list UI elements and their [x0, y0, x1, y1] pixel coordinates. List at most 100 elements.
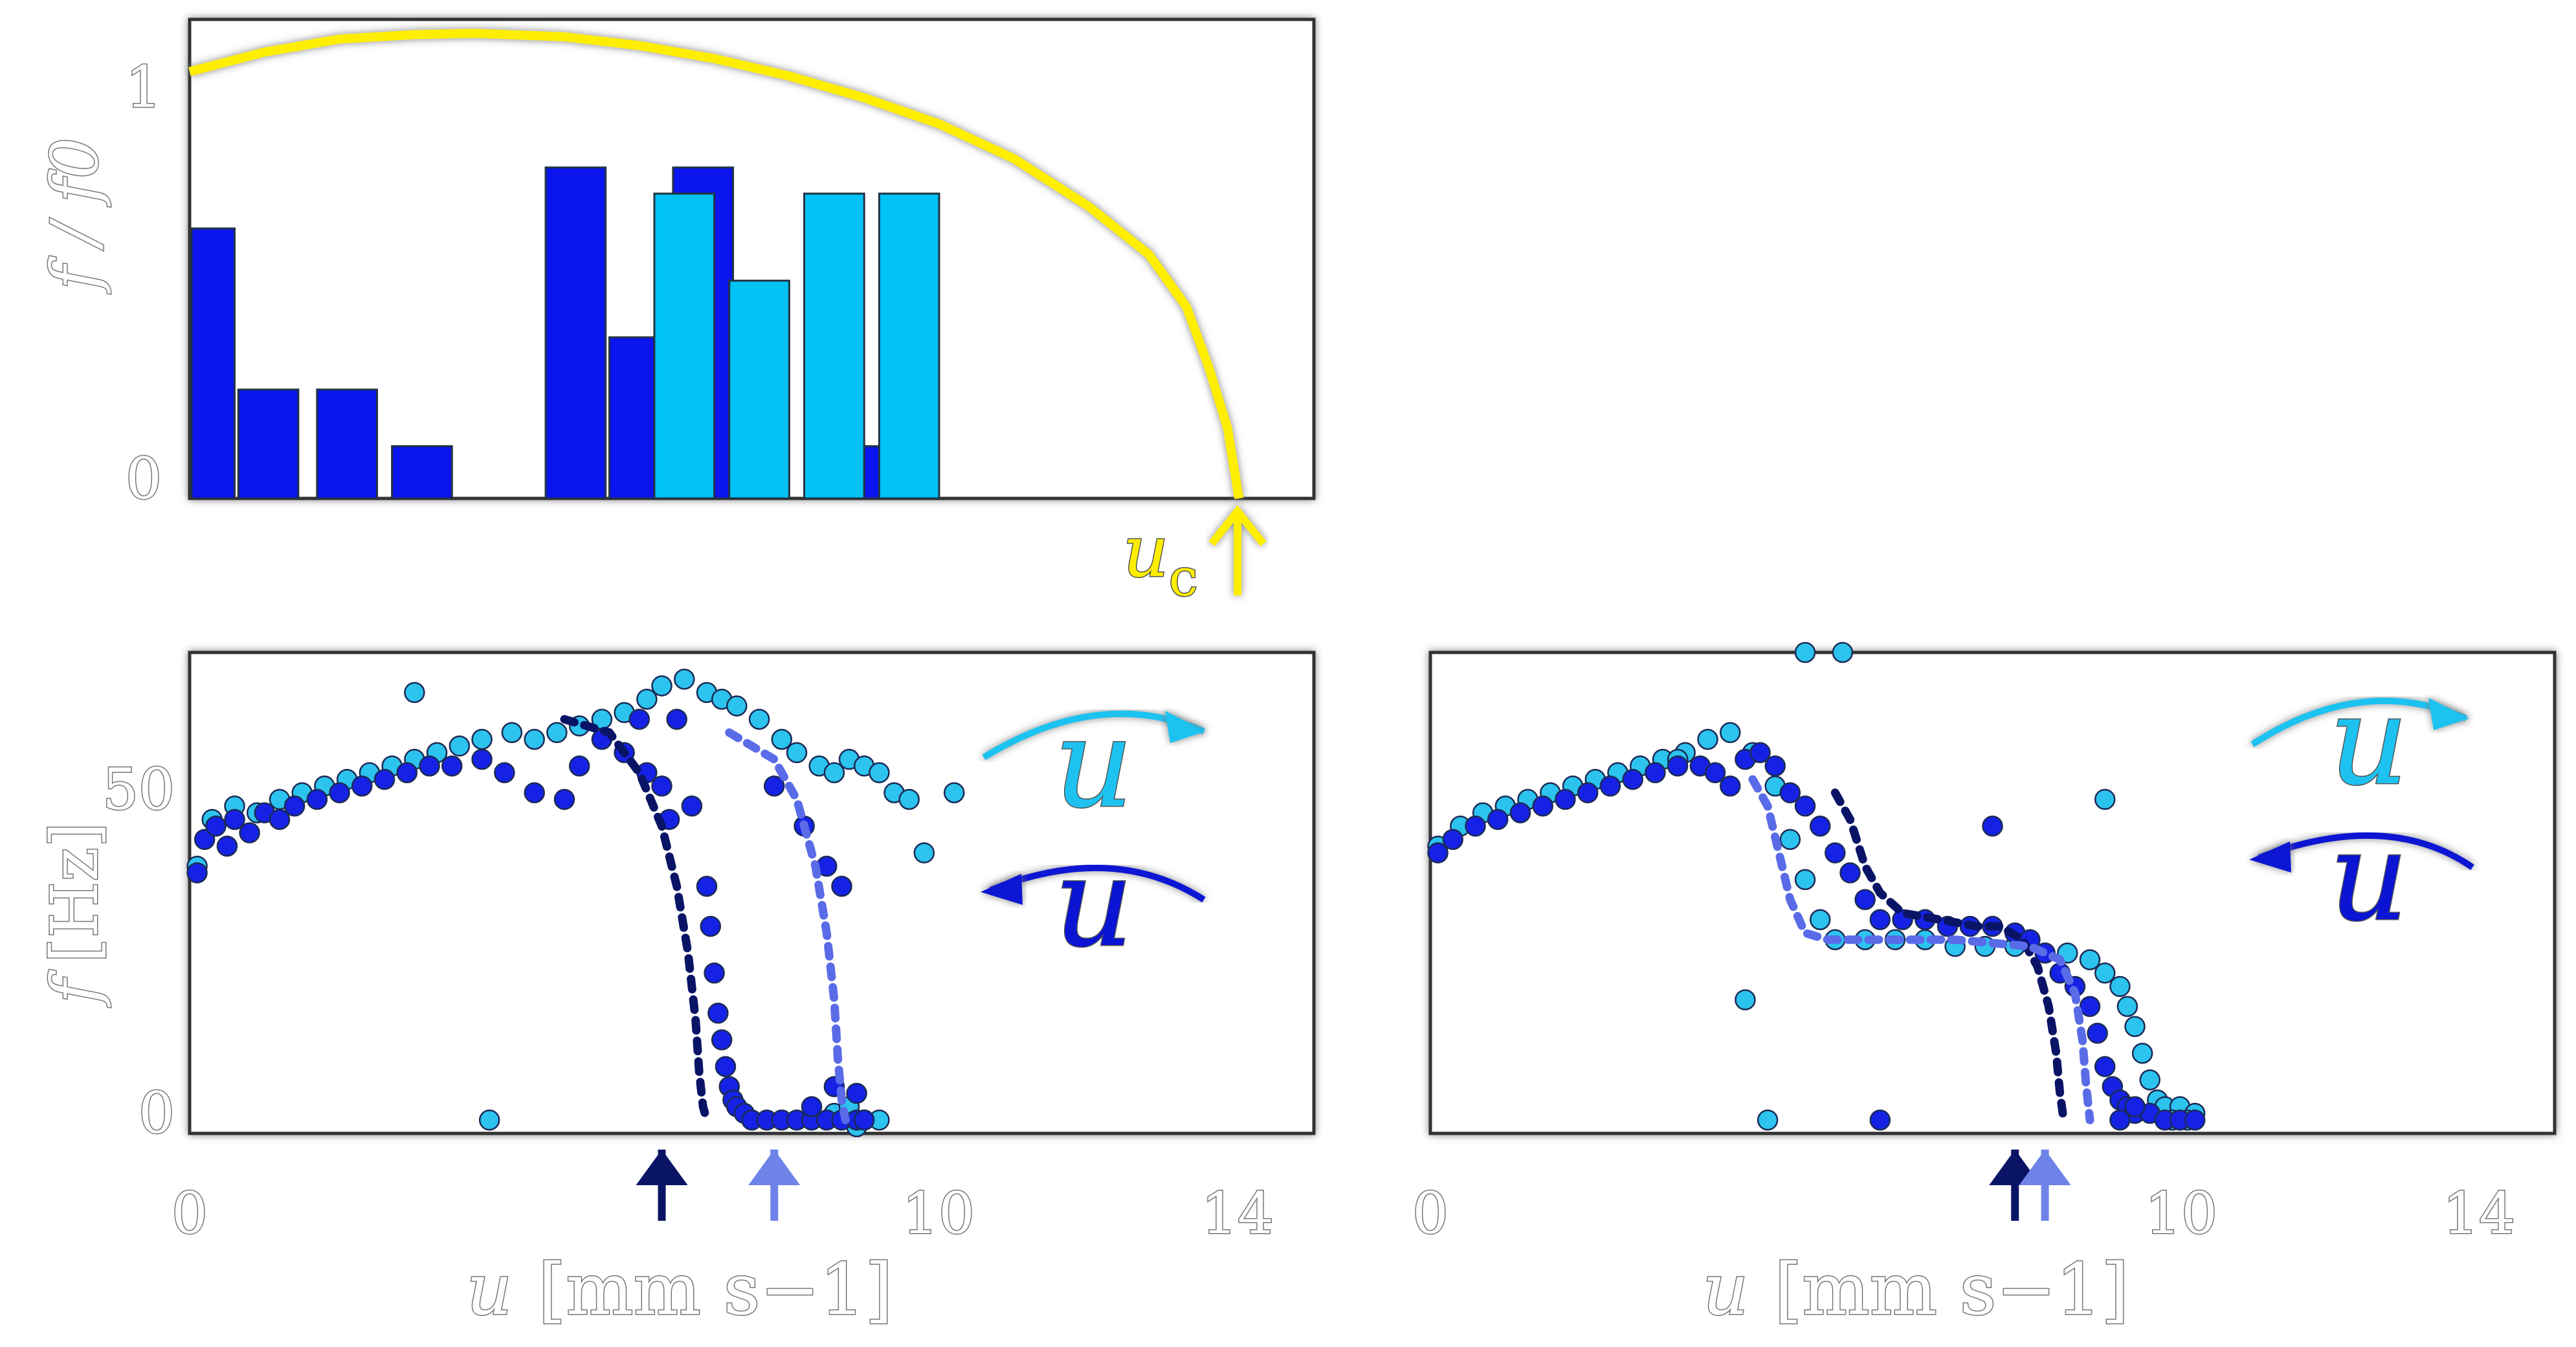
- data-point-decreasing: [2184, 1109, 2206, 1131]
- bottom-left-fit-curves: [560, 715, 850, 1124]
- legend-arrowhead-right: [2428, 698, 2469, 730]
- data-point-decreasing: [1779, 782, 1801, 803]
- data-point-decreasing: [1667, 755, 1689, 777]
- data-point-increasing: [546, 722, 568, 744]
- legend-label-decreasing: u: [2329, 805, 2408, 948]
- data-point-increasing: [1832, 641, 1854, 663]
- data-point-increasing: [636, 688, 658, 710]
- data-point-decreasing: [269, 808, 291, 830]
- data-point-increasing: [651, 675, 672, 696]
- data-point-decreasing: [707, 1003, 729, 1024]
- data-point-increasing: [2109, 975, 2131, 997]
- data-point-increasing: [501, 722, 523, 744]
- data-point-increasing: [2139, 1069, 2160, 1091]
- bottom-left-panel: 50 0 0 10 14 f[Hz] u [mm s−1] u u: [36, 651, 1316, 1332]
- data-point-decreasing: [651, 775, 672, 797]
- critical-speed-arrowhead: [2019, 1150, 2071, 1185]
- data-point-increasing: [478, 1109, 500, 1131]
- data-point-increasing: [786, 742, 808, 764]
- data-point-decreasing: [2087, 1022, 2108, 1044]
- legend-arrow-left: [989, 864, 1206, 903]
- legend-label-increasing: u: [2329, 669, 2408, 812]
- data-point-increasing: [726, 695, 748, 717]
- y-tick-label: 50: [102, 756, 175, 823]
- legend-label-decreasing: u: [1054, 831, 1133, 974]
- data-point-decreasing: [1839, 862, 1861, 884]
- data-point-decreasing: [2109, 1109, 2131, 1131]
- data-point-decreasing: [711, 1029, 733, 1051]
- data-point-decreasing: [1599, 775, 1621, 797]
- fit-curve: [725, 728, 850, 1124]
- data-point-increasing: [1735, 989, 1756, 1010]
- data-point-decreasing: [801, 1096, 823, 1117]
- data-point-decreasing: [1577, 782, 1599, 803]
- top-bars: [190, 166, 940, 500]
- uc-arrow: [1208, 505, 1267, 596]
- data-point-decreasing: [1487, 808, 1509, 830]
- y-axis-label: f / f0: [37, 138, 113, 295]
- data-point-decreasing: [704, 963, 725, 984]
- data-point-decreasing: [553, 788, 575, 810]
- data-point-decreasing: [1869, 909, 1891, 931]
- bar-decreasing: [391, 445, 453, 500]
- legend-arrowhead-left: [981, 874, 1023, 905]
- x-tick-label: 10: [2145, 1180, 2217, 1247]
- data-point-increasing: [1779, 829, 1801, 851]
- data-point-decreasing: [216, 836, 238, 857]
- x-tick-label: 14: [1201, 1180, 1274, 1247]
- data-point-increasing: [748, 708, 770, 730]
- data-point-increasing: [524, 728, 545, 750]
- bottom-left-markers: [636, 1150, 801, 1221]
- legend-decreasing: u: [2249, 805, 2474, 950]
- data-point-decreasing: [1854, 889, 1876, 911]
- data-point-increasing: [1757, 1109, 1779, 1131]
- data-point-decreasing: [846, 1082, 867, 1104]
- legend-increasing: u: [982, 691, 1206, 836]
- data-point-decreasing: [2124, 1096, 2146, 1117]
- data-point-increasing: [674, 669, 695, 690]
- data-point-decreasing: [1764, 755, 1786, 777]
- data-point-decreasing: [1622, 768, 1643, 790]
- data-point-decreasing: [419, 755, 440, 777]
- data-point-decreasing: [329, 782, 350, 803]
- x-axis-label: u [mm s−1]: [467, 1248, 893, 1331]
- uc-annotation: uc: [1122, 505, 1267, 609]
- x-tick-label: 14: [2443, 1180, 2515, 1247]
- legend-arrow-left: [2258, 832, 2474, 871]
- y-tick-label: 1: [126, 54, 162, 120]
- bottom-left-points: [186, 669, 965, 1137]
- bar-increasing: [728, 280, 790, 500]
- data-point-decreasing: [1825, 842, 1846, 863]
- legend-label-increasing: u: [1054, 692, 1133, 835]
- y-tick-label: 0: [139, 1080, 175, 1146]
- data-point-decreasing: [1749, 742, 1771, 764]
- data-point-increasing: [449, 735, 471, 757]
- data-point-decreasing: [666, 708, 687, 730]
- x-tick-label: 10: [902, 1180, 975, 1247]
- data-point-decreasing: [441, 755, 463, 777]
- data-point-increasing: [2116, 996, 2138, 1018]
- data-point-decreasing: [700, 915, 722, 937]
- data-point-decreasing: [568, 755, 590, 777]
- legend-arrowhead-right: [1165, 711, 1205, 743]
- data-point-decreasing: [1532, 796, 1553, 817]
- data-point-decreasing: [396, 762, 418, 784]
- data-point-increasing: [1809, 909, 1831, 931]
- bar-decreasing: [316, 388, 378, 500]
- bar-decreasing: [237, 388, 300, 500]
- data-point-decreasing: [494, 762, 515, 784]
- data-point-increasing: [869, 762, 890, 784]
- fit-curve: [1830, 788, 2068, 1124]
- x-tick-label: 0: [172, 1180, 208, 1247]
- data-point-decreasing: [853, 1109, 875, 1131]
- data-point-decreasing: [1427, 842, 1449, 863]
- data-point-increasing: [1794, 641, 1816, 663]
- bottom-right-fit-curves: [1748, 775, 2094, 1124]
- data-point-increasing: [913, 842, 935, 863]
- data-point-decreasing: [1869, 1109, 1891, 1131]
- data-point-decreasing: [1442, 829, 1463, 851]
- data-point-decreasing: [1794, 796, 1816, 817]
- data-point-decreasing: [471, 748, 493, 770]
- data-point-decreasing: [194, 829, 216, 851]
